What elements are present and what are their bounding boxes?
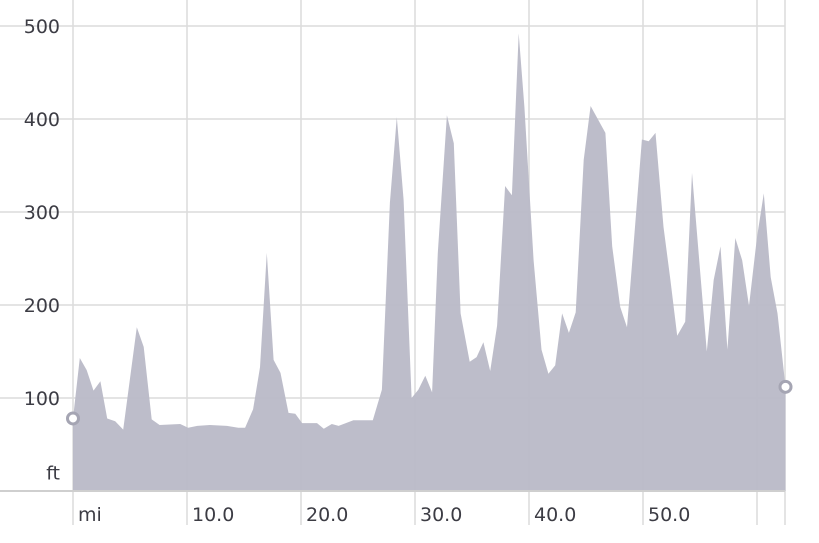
x-tick-label: 20.0 [306,504,348,526]
y-tick-label: 100 [24,388,60,410]
y-tick-label: 200 [24,295,60,317]
end-marker [778,379,793,394]
x-tick-label: 50.0 [648,504,690,526]
x-tick-label: 10.0 [192,504,234,526]
x-tick-label: 30.0 [420,504,462,526]
y-tick-label: 500 [24,16,60,38]
start-marker [66,411,80,426]
elevation-area [73,33,786,492]
y-tick-label: 300 [24,202,60,224]
markers [66,379,793,426]
y-tick-label: 400 [24,109,60,131]
x-tick-label: mi [78,504,102,526]
y-tick-label: ft [46,462,60,484]
x-tick-label: 40.0 [534,504,576,526]
